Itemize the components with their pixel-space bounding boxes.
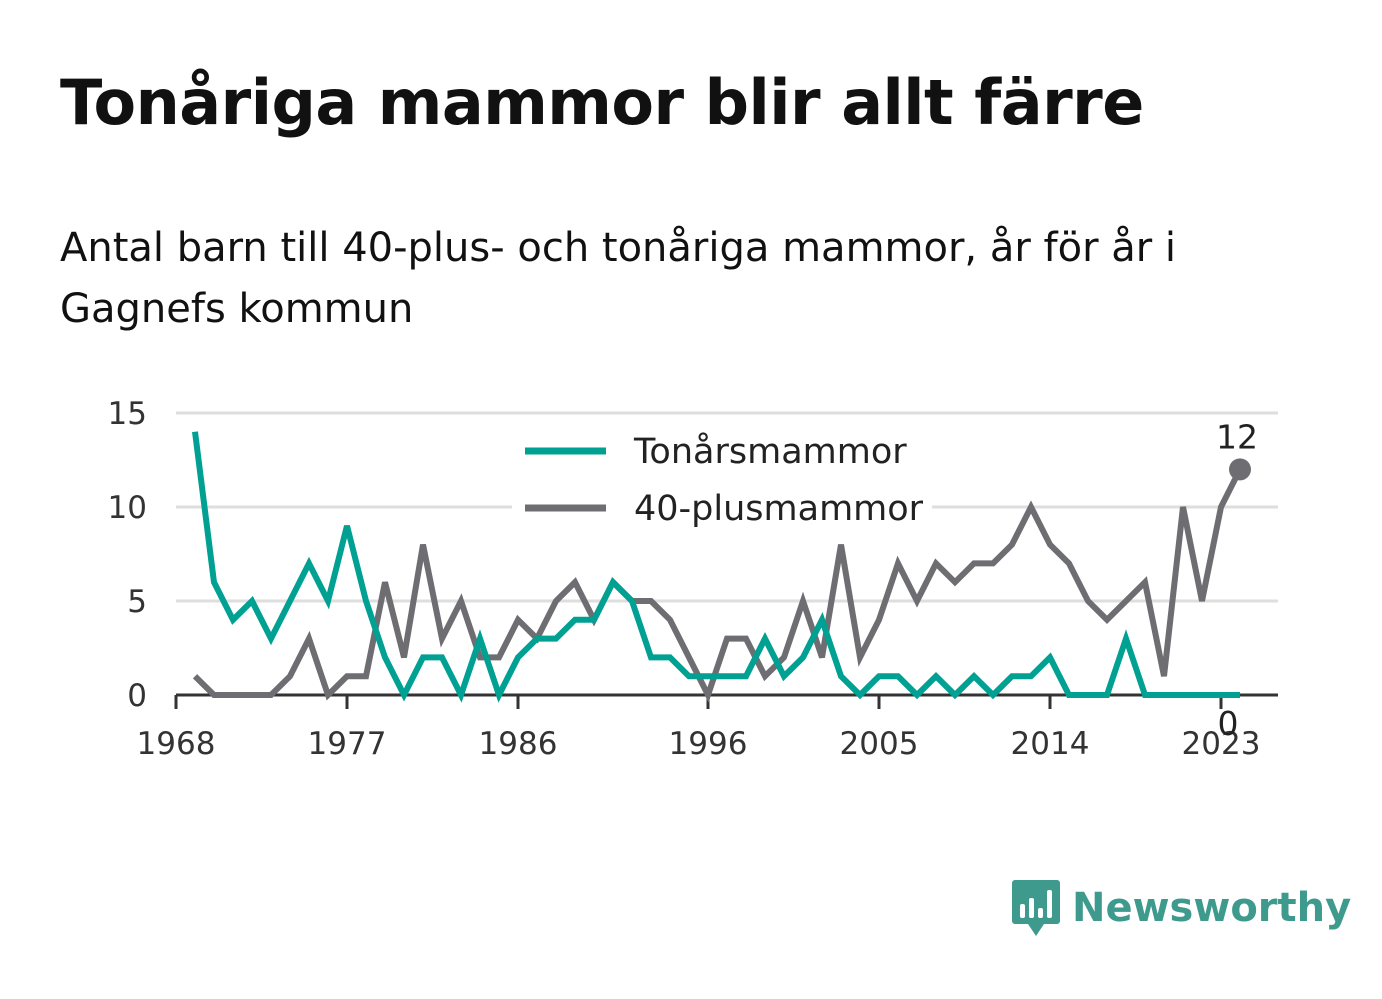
brand-name: Newsworthy [1072,885,1352,931]
end-label-40-plusmammor: 12 [1216,417,1258,456]
x-tick-label: 1996 [669,726,748,762]
series-end-point [1229,458,1251,481]
legend-background [512,428,932,538]
legend-label: Tonårsmammor [633,431,907,472]
chart-subtitle: Antal barn till 40-plus- och tonåriga ma… [60,225,1177,332]
series-line-tonarsmammor [192,431,1240,703]
newsworthy-logo-icon [1012,880,1060,936]
chart-title: Tonåriga mammor blir allt färre [60,66,1144,139]
x-tick-label: 2014 [1011,726,1090,762]
y-tick-label: 15 [108,396,147,432]
y-tick-label: 5 [127,584,147,620]
brand-logo: Newsworthy [1010,878,1351,938]
x-tick-label: 1968 [137,726,216,762]
x-tick-label: 1977 [308,726,387,762]
legend-label: 40-plusmammor [634,489,924,529]
end-label-tonarsmammor: 0 [1218,704,1239,743]
x-tick-label: 2005 [840,726,919,762]
x-tick-label: 2023 [1182,726,1261,762]
y-tick-label: 10 [108,490,147,526]
y-tick-label: 0 [127,678,147,714]
x-tick-label: 1986 [479,726,558,762]
series-line-40-plusmammor [192,468,1243,703]
